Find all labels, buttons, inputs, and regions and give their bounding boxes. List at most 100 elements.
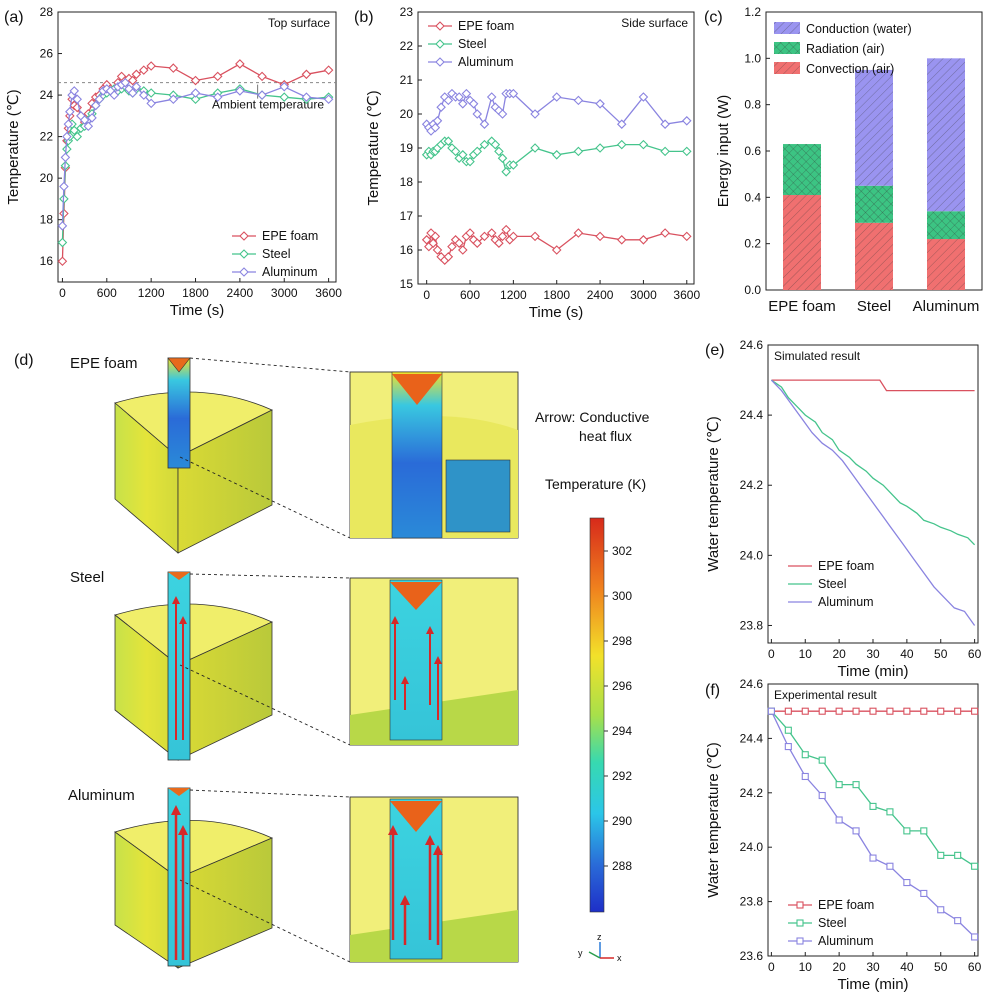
x-tick-label: 30 (866, 647, 880, 661)
data-point-aluminum (767, 707, 775, 715)
legend-label: Radiation (air) (806, 42, 885, 56)
data-point-aluminum (468, 99, 479, 109)
series-line-aluminum (770, 379, 976, 626)
x-tick-label: 3000 (630, 288, 657, 302)
legend-label: Aluminum (458, 55, 514, 69)
series-line-epe (771, 379, 975, 392)
legend-marker (239, 267, 249, 277)
data-point-steel (869, 802, 877, 810)
data-point-epe (301, 69, 312, 80)
data-point-aluminum (69, 86, 80, 96)
data-point-aluminum (83, 121, 94, 132)
chart-b-side-surface: 0 600 1200 1800 2400 3000 3600 15 16 17 18 19 20 21 22… (365, 5, 700, 321)
y-tick-label: 24.0 (740, 548, 764, 562)
bar-hatch-convection (855, 222, 893, 290)
data-point-steel (279, 92, 290, 102)
data-point-epe (801, 707, 809, 715)
data-point-epe (903, 707, 911, 715)
data-point-steel (638, 139, 649, 150)
data-point-aluminum (59, 181, 69, 192)
ambient-label: Ambient temperature (212, 98, 324, 112)
data-point-aluminum (138, 90, 149, 100)
chart-c-energy-input: 0.0 0.2 0.4 0.6 0.8 1.0 1.2 Energy input (W) EPE… (715, 5, 983, 315)
data-point-epe (323, 65, 334, 75)
data-point-aluminum (508, 88, 519, 99)
data-point-steel (190, 94, 201, 105)
data-point-aluminum (818, 791, 826, 800)
y-tick-label: 24.4 (740, 731, 764, 745)
panel-label-f: (f) (705, 682, 720, 699)
x-tick-label: 2400 (227, 286, 254, 300)
plot-frame (57, 11, 337, 283)
colorbar-tick-label: 288 (612, 859, 632, 873)
y-tick-label: 16 (400, 243, 414, 257)
x-tick-label: 1200 (138, 286, 165, 300)
y-tick-label: 20 (40, 171, 54, 185)
data-point-steel (494, 146, 504, 157)
colorbar-tick-label: 294 (612, 724, 632, 738)
y-axis-label: Temperature (℃) (5, 89, 22, 204)
data-point-aluminum (595, 99, 605, 109)
data-point-epe (57, 256, 68, 267)
legend-label: Steel (458, 37, 487, 51)
x-axis-label: Time (min) (837, 976, 908, 993)
y-tick-label: 23.8 (740, 895, 764, 909)
x-tick-label: 3000 (271, 286, 298, 300)
x-tick-label: 600 (97, 286, 117, 300)
y-tick-label: 18 (400, 175, 414, 189)
bar-hatch-radiation (927, 211, 965, 240)
x-tick-label: 40 (900, 647, 914, 661)
data-point-aluminum (835, 816, 843, 824)
x-tick-label: 10 (799, 647, 813, 661)
zoom-steel-rod-top (390, 582, 442, 610)
data-point-steel (920, 827, 928, 835)
chart-e-simulated: 0 10 20 30 40 50 60 23.8 24.0 24.2 24.4 24.6 Time (m… (705, 338, 982, 680)
legend-swatch-hatch (774, 22, 800, 34)
legend-swatch-hatch (774, 62, 800, 74)
legend-label: EPE foam (458, 19, 514, 33)
data-point-epe (937, 707, 945, 715)
data-point-aluminum (72, 94, 83, 105)
y-tick-label: 20 (400, 107, 414, 121)
chart-a-top-surface: 0 600 1200 1800 2400 3000 3600 16 18 20 22 24 26 28 Ti… (5, 5, 342, 319)
data-point-aluminum (79, 115, 90, 125)
data-point-steel (903, 827, 911, 835)
y-tick-label: 18 (40, 213, 54, 227)
y-axis-label: Water temperature (℃) (705, 416, 722, 572)
data-point-epe (479, 231, 490, 242)
y-tick-label: 15 (400, 277, 414, 291)
data-point-epe (971, 707, 979, 715)
data-point-aluminum (168, 94, 179, 105)
data-point-epe (501, 224, 511, 235)
y-tick-label: 22 (400, 39, 414, 53)
x-tick-label: 600 (460, 288, 480, 302)
data-point-aluminum (436, 102, 446, 112)
colorbar-tick-label: 290 (612, 814, 632, 828)
zoom-epe-block (445, 459, 511, 533)
data-point-aluminum (90, 100, 101, 111)
bar-hatch-convection (927, 239, 965, 290)
data-point-steel (886, 808, 894, 816)
legend-label: Aluminum (818, 934, 874, 948)
axis-triad-y: y (578, 948, 583, 958)
y-tick-label: 28 (40, 5, 54, 19)
legend-marker (239, 231, 249, 241)
y-tick-label: 17 (400, 209, 414, 223)
y-tick-label: 19 (400, 141, 414, 155)
y-tick-label: 1.2 (744, 5, 761, 19)
data-point-epe (257, 71, 267, 82)
data-point-aluminum (458, 99, 468, 109)
y-tick-label: 22 (40, 130, 54, 144)
data-point-steel (508, 160, 519, 170)
y-tick-label: 0.0 (744, 283, 761, 297)
model-aluminum-rod-top (168, 788, 190, 796)
legend-marker (435, 39, 445, 49)
data-point-epe (616, 235, 627, 245)
heat-flux-arrows-steel (172, 596, 442, 740)
panel-label-e: (e) (705, 342, 725, 359)
data-point-aluminum (109, 90, 119, 100)
data-point-steel (551, 150, 562, 160)
colorbar-tick-label: 292 (612, 769, 632, 783)
data-point-epe (428, 238, 438, 248)
